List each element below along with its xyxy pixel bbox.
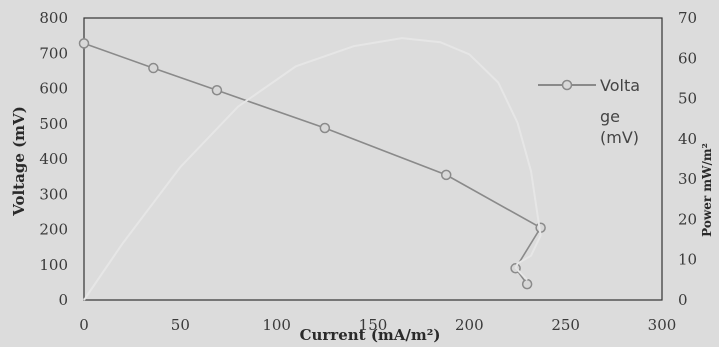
y2-tick-label: 10 xyxy=(678,251,697,269)
data-point xyxy=(211,85,223,96)
y2-axis-title: Power mW/m² xyxy=(700,143,714,237)
y-axis-title: Voltage (mV) xyxy=(10,106,28,217)
x-tick-label: 50 xyxy=(171,316,190,334)
axes xyxy=(83,17,663,301)
y-tick-label: 0 xyxy=(58,291,68,309)
legend-label-line-1: Volta xyxy=(600,76,640,95)
data-point xyxy=(148,62,159,74)
data-point xyxy=(440,169,452,181)
y-tick-label: 800 xyxy=(39,9,68,27)
y2-tick-label: 0 xyxy=(678,291,688,309)
y-tick-label: 500 xyxy=(39,115,68,133)
y2-tick-label: 60 xyxy=(678,49,697,67)
data-point xyxy=(319,122,331,134)
series-line-2 xyxy=(83,37,542,301)
legend-marker xyxy=(561,79,573,91)
y2-tick-label: 30 xyxy=(678,170,697,188)
x-tick-label: 300 xyxy=(648,316,677,334)
y2-tick-label: 70 xyxy=(678,9,697,27)
y-tick-label: 300 xyxy=(39,185,68,203)
plot-frame xyxy=(83,17,663,301)
x-tick-label: 0 xyxy=(79,316,89,334)
legend-label-line-3: (mV) xyxy=(600,128,639,147)
legend-label-line-2: ge xyxy=(600,107,620,126)
y2-tick-label: 50 xyxy=(678,90,697,108)
series-layer xyxy=(78,37,546,301)
y2-tick-label: 20 xyxy=(678,210,697,228)
x-tick-label: 150 xyxy=(359,316,388,334)
legend: Volta ge (mV) xyxy=(538,76,640,147)
y-tick-label: 400 xyxy=(39,150,68,168)
y-tick-label: 600 xyxy=(39,80,68,98)
x-axis-title: Current (mA/m²) xyxy=(300,326,441,344)
x-tick-label: 100 xyxy=(262,316,291,334)
y-tick-label: 100 xyxy=(39,256,68,274)
y-tick-label: 200 xyxy=(39,221,68,239)
data-point xyxy=(78,38,90,49)
y-tick-label: 700 xyxy=(39,44,68,62)
x-tick-label: 250 xyxy=(551,316,580,334)
data-point xyxy=(521,278,533,290)
y2-tick-label: 40 xyxy=(678,130,697,148)
x-tick-label: 200 xyxy=(455,316,484,334)
